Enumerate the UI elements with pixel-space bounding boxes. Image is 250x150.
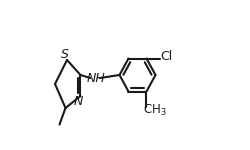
Text: S: S: [60, 48, 68, 61]
Text: CH$_3$: CH$_3$: [142, 103, 166, 118]
Text: Cl: Cl: [160, 50, 172, 63]
Text: N: N: [73, 95, 83, 108]
Text: NH: NH: [86, 72, 105, 85]
